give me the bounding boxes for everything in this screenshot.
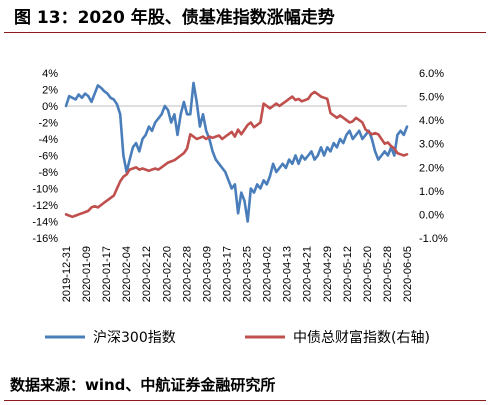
y-left-tick-label: -6% [38, 151, 58, 163]
y-right-tick-label: 0.0% [419, 209, 444, 221]
x-tick-label: 2020-06-05 [402, 246, 414, 302]
x-tick-label: 2020-01-17 [101, 246, 113, 302]
y-left-tick-label: -8% [38, 167, 58, 179]
y-left-tick-label: -16% [32, 233, 58, 245]
x-tick-label: 2020-05-28 [382, 246, 394, 302]
y-left-tick-label: 2% [42, 85, 58, 97]
x-tick-label: 2020-02-12 [141, 246, 153, 302]
x-tick-label: 2019-12-31 [61, 246, 73, 302]
source-note: 数据来源：wind、中航证券金融研究所 [10, 376, 276, 394]
y-right-tick-label: 4.0% [419, 115, 444, 127]
y-right-tick-label: 2.0% [419, 162, 444, 174]
y-left-tick-label: 0% [42, 101, 58, 113]
y-left-tick-label: 4% [42, 68, 58, 80]
x-tick-label: 2020-02-20 [161, 246, 173, 302]
y-left-tick-label: -4% [38, 134, 58, 146]
x-tick-label: 2020-03-25 [242, 246, 254, 302]
x-tick-label: 2020-04-21 [302, 246, 314, 302]
y-right-tick-label: 6.0% [419, 68, 444, 80]
y-axis-left: 4% 2% 0% -2% -4% -6% -8% -10% -12% -14% -16% [32, 68, 58, 245]
x-tick-label: 2020-01-09 [81, 246, 93, 302]
y-left-tick-label: -14% [32, 217, 58, 229]
x-tick-label: 2020-04-13 [282, 246, 294, 302]
x-tick-label: 2020-05-12 [342, 246, 354, 302]
legend-label-hs300: 沪深300指数 [93, 330, 176, 346]
y-left-tick-label: -10% [32, 184, 58, 196]
x-tick-label: 2020-02-04 [121, 246, 133, 302]
series-line-hs300 [64, 81, 409, 223]
x-tick-label: 2020-04-29 [322, 246, 334, 302]
footer-rule [4, 400, 486, 401]
y-right-tick-label: -1.0% [419, 233, 448, 245]
x-tick-label: 2020-03-17 [221, 246, 233, 302]
y-left-tick-label: -2% [38, 118, 58, 130]
y-left-tick-label: -12% [32, 200, 58, 212]
y-right-tick-label: 1.0% [419, 186, 444, 198]
y-axis-right: 6.0% 5.0% 4.0% 3.0% 2.0% 1.0% 0.0% -1.0% [419, 68, 448, 245]
x-tick-label: 2020-04-02 [262, 246, 274, 302]
y-right-tick-label: 5.0% [419, 92, 444, 104]
chart-title: 图 13：2020 年股、债基准指数涨幅走势 [4, 3, 486, 33]
chart: 4% 2% 0% -2% -4% -6% -8% -10% -12% -14% -16% 6.0% 5… [32, 68, 448, 346]
legend-label-bond-index: 中债总财富指数(右轴) [293, 329, 430, 346]
plot-area [64, 81, 409, 223]
x-tick-label: 2020-02-28 [181, 246, 193, 302]
legend: 沪深300指数 中债总财富指数(右轴) [45, 329, 430, 346]
x-tick-label: 2020-03-09 [201, 246, 213, 302]
series-line-bond-index [64, 90, 409, 219]
x-axis: 2019-12-31 2020-01-09 2020-01-17 2020-02-04… [61, 246, 414, 302]
x-tick-label: 2020-05-20 [362, 246, 374, 302]
y-right-tick-label: 3.0% [419, 139, 444, 151]
